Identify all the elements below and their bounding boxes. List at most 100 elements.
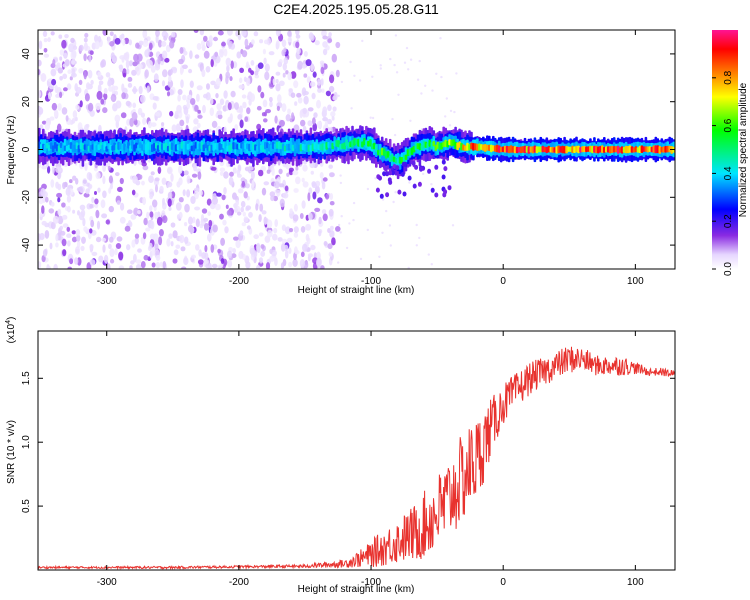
noise-cell: [184, 203, 190, 213]
noise-cell: [293, 252, 297, 261]
noise-cell: [193, 190, 199, 200]
noise-cell: [182, 64, 188, 70]
ridge-cell: [656, 145, 660, 154]
noise-cell: [449, 109, 453, 113]
noise-cell: [335, 41, 341, 49]
noise-cell: [273, 227, 278, 234]
ridge-cell: [408, 148, 412, 156]
noise-cell: [263, 57, 267, 65]
ridge-cell: [119, 142, 122, 150]
noise-cell: [197, 171, 202, 180]
noise-cell: [55, 242, 59, 248]
ridge-cell: [561, 145, 564, 154]
noise-cell: [90, 219, 95, 228]
ridge-cell: [246, 143, 249, 150]
ridge-cell: [404, 154, 408, 160]
ridge-cell: [125, 146, 128, 152]
ridge-cell: [411, 160, 416, 166]
ridge-cell: [283, 145, 287, 152]
ridge-cell: [400, 171, 405, 177]
noise-cell: [149, 233, 156, 240]
x-tick-label: -200: [229, 577, 249, 588]
noise-cell: [269, 96, 273, 103]
ridge-cell: [488, 144, 491, 151]
ridge-cell: [622, 146, 626, 153]
noise-cell: [268, 51, 275, 56]
noise-cell: [274, 257, 278, 267]
noise-cell: [430, 263, 433, 266]
ridge-cell: [174, 144, 178, 152]
ridge-cell: [379, 193, 384, 199]
ridge-cell: [507, 146, 511, 154]
ridge-cell: [147, 142, 150, 150]
ridge-cell: [196, 141, 200, 150]
ridge-cell: [329, 140, 332, 149]
noise-cell: [62, 223, 69, 228]
noise-cell: [282, 192, 289, 199]
noise-cell: [300, 226, 306, 233]
noise-cell: [203, 93, 208, 99]
noise-cell: [288, 247, 292, 254]
ridge-cell: [563, 146, 566, 154]
noise-cell: [79, 100, 83, 108]
noise-cell: [318, 216, 322, 225]
ridge-cell: [416, 143, 420, 150]
noise-cell: [129, 265, 133, 269]
noise-cell: [110, 258, 115, 264]
noise-cell: [286, 172, 290, 177]
noise-cell: [339, 181, 343, 185]
ridge-cell: [442, 141, 445, 148]
noise-cell: [188, 68, 193, 74]
noise-cell: [108, 205, 115, 213]
noise-cell: [115, 100, 122, 109]
noise-cell: [258, 169, 264, 177]
ridge-cell: [111, 145, 114, 151]
noise-cell: [314, 185, 320, 194]
ridge-cell: [418, 143, 422, 151]
noise-cell: [179, 234, 185, 244]
noise-cell: [295, 34, 301, 39]
noise-cell: [227, 30, 233, 36]
noise-cell: [191, 173, 198, 178]
noise-cell: [311, 92, 316, 100]
noise-cell: [333, 91, 338, 101]
noise-cell: [260, 250, 266, 257]
ridge-cell: [131, 141, 134, 150]
spectrogram-y-ticks: -40 -20 0 20 40: [21, 48, 675, 252]
noise-cell: [439, 37, 442, 40]
noise-cell: [59, 225, 63, 230]
ridge-cell: [511, 146, 515, 153]
noise-cell: [329, 172, 335, 178]
ridge-cell: [297, 144, 301, 152]
noise-cell: [144, 69, 149, 78]
noise-cell: [171, 124, 177, 132]
noise-cell: [286, 237, 293, 243]
noise-cell: [283, 244, 289, 252]
noise-cell: [317, 88, 322, 93]
noise-cell: [109, 41, 115, 47]
ridge-cell: [443, 189, 448, 195]
noise-cell: [67, 205, 71, 213]
noise-cell: [392, 200, 395, 204]
noise-cell: [222, 219, 227, 226]
noise-cell: [210, 58, 214, 68]
noise-cell: [409, 58, 413, 61]
noise-cell: [72, 209, 76, 214]
ridge-cell: [375, 144, 378, 153]
noise-cell: [69, 76, 73, 81]
noise-cell: [262, 48, 266, 55]
noise-cell: [361, 39, 364, 43]
noise-cell: [185, 116, 190, 124]
ridge-cell: [194, 142, 198, 149]
noise-cell: [184, 222, 188, 227]
noise-cell: [241, 222, 247, 227]
x-tick-label: -100: [361, 577, 381, 588]
noise-cell: [254, 74, 260, 79]
noise-cell: [266, 169, 271, 174]
noise-cell: [420, 128, 424, 131]
noise-cell: [162, 69, 168, 78]
noise-cell: [208, 35, 213, 43]
noise-cell: [407, 68, 410, 71]
colorbar-tick-label: 0.4: [723, 166, 734, 180]
ridge-cell: [472, 143, 475, 151]
